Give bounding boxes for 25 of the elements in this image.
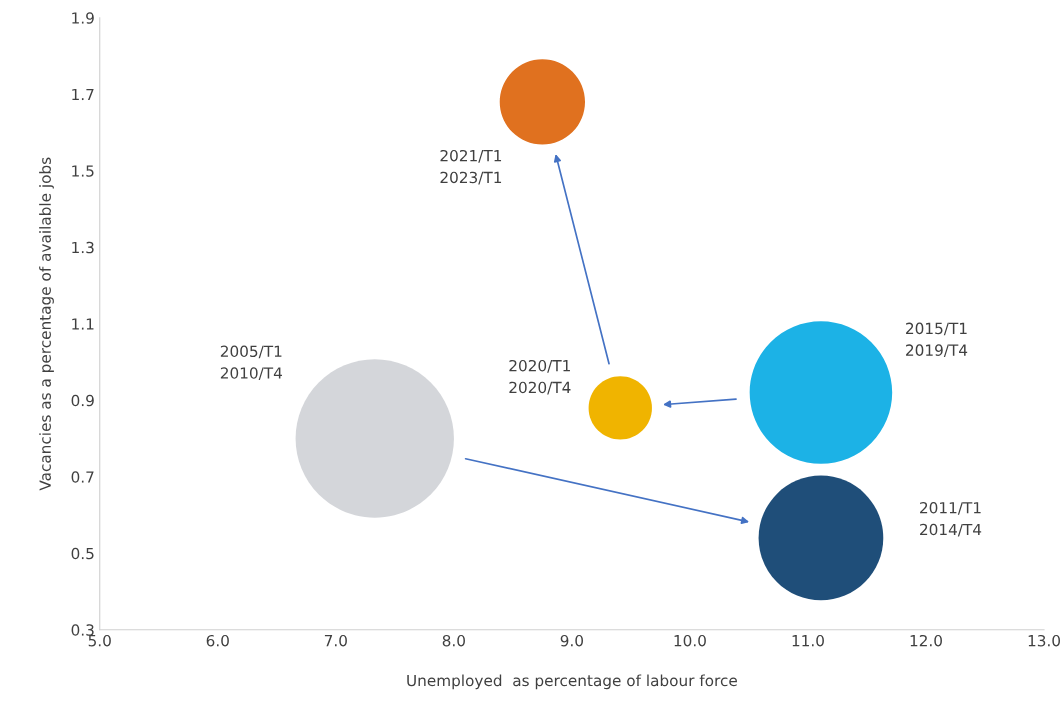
y-tick-label: 0.5 <box>71 547 94 560</box>
y-tick-label: 1.1 <box>72 318 94 330</box>
y-tick-label: 0.3 <box>71 624 94 636</box>
y-tick-label: 1.9 <box>72 12 94 24</box>
x-tick-label: 10.0 <box>674 634 706 647</box>
x-tick-label: 5.0 <box>88 634 111 647</box>
x-tick-label: 7.0 <box>324 634 347 647</box>
x-tick-label: 6.0 <box>206 634 229 647</box>
x-tick-label: 11.0 <box>792 634 824 647</box>
y-tick-label: 0.9 <box>71 394 94 407</box>
x-tick-label: 13.0 <box>1028 634 1061 647</box>
x-axis-title: Unemployed as percentage of labour force <box>407 674 737 690</box>
x-tick-label: 9.0 <box>560 634 584 647</box>
y-tick-label: 1.7 <box>72 88 94 101</box>
series-label: 2020/T1 2020/T4 <box>509 359 571 395</box>
y-tick-label: 0.7 <box>71 471 94 483</box>
x-tick-label: 12.0 <box>910 634 942 647</box>
series-label: 2021/T1 2023/T1 <box>440 149 502 185</box>
x-tick-label: 8.0 <box>442 634 465 647</box>
y-axis-title: Vacancies as a percentage of available jobs <box>39 157 54 491</box>
text: 2005/T1 2010/T4 <box>220 345 282 381</box>
text: 2011/T1 2014/T4 <box>920 501 982 537</box>
series-label: 2015/T1 2019/T4 <box>906 322 968 358</box>
y-tick-label: 1.3 <box>72 241 94 254</box>
y-tick-label: 1.5 <box>72 165 94 177</box>
